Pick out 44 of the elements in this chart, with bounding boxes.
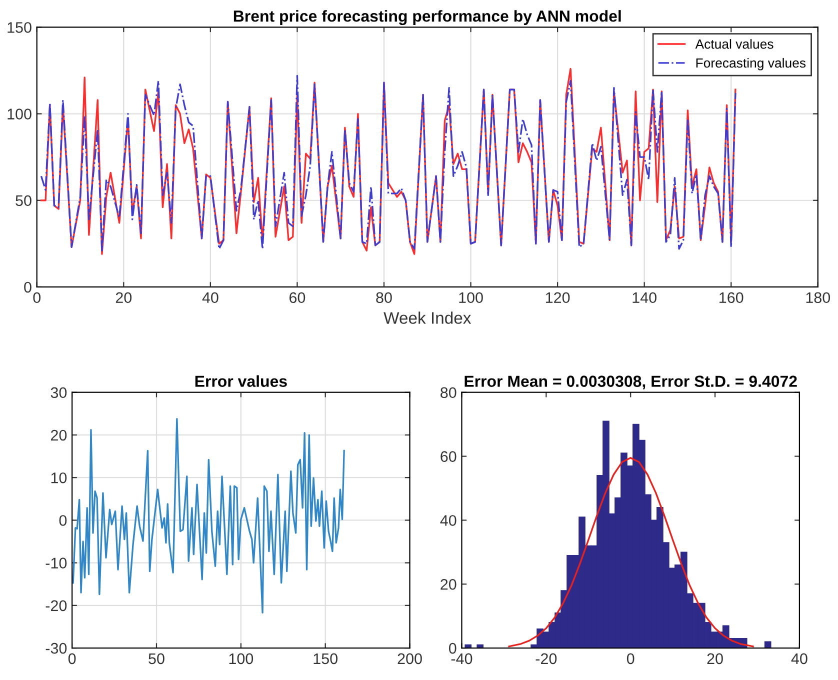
x-tick-label: 140 [632, 292, 656, 304]
y-tick-label: 50 [16, 195, 32, 206]
x-tick-label: 50 [148, 653, 164, 664]
x-tick-label: 100 [459, 292, 483, 304]
x-tick-label: 0 [33, 292, 41, 304]
chart-title: Brent price forecasting performance by ANN model [234, 10, 621, 26]
x-tick-label: 60 [289, 292, 306, 304]
legend-label: Forecasting values [696, 58, 806, 70]
x-tick-label: 20 [707, 653, 723, 664]
y-tick-label: 20 [440, 578, 456, 590]
y-tick-label: 80 [440, 387, 456, 398]
line-series [508, 457, 754, 648]
y-tick-label: 60 [440, 451, 456, 462]
x-tick-label: 120 [546, 292, 570, 304]
y-tick-label: 30 [50, 387, 67, 398]
y-tick-label: -30 [46, 642, 67, 654]
y-tick-label: 0 [24, 282, 32, 293]
x-tick-label: 0 [626, 653, 634, 664]
x-tick-label: 80 [376, 292, 392, 304]
y-tick-label: 0 [448, 642, 456, 654]
x-tick-label: 40 [791, 653, 808, 664]
x-tick-label: 20 [116, 292, 132, 304]
x-axis-title: Week Index [384, 312, 472, 324]
legend-label: Actual values [695, 39, 774, 49]
y-tick-label: 10 [51, 472, 67, 484]
y-tick-label: 150 [8, 22, 32, 33]
y-tick-label: 0 [59, 515, 67, 526]
x-tick-label: 40 [202, 292, 218, 304]
x-tick-label: 0 [68, 653, 76, 664]
y-tick-label: 40 [440, 515, 456, 526]
x-tick-label: -20 [536, 653, 557, 664]
x-tick-label: 160 [720, 292, 744, 304]
y-tick-label: 20 [50, 430, 67, 441]
y-tick-label: -20 [46, 600, 67, 612]
chart-title: Error Mean = 0.0030308, Error St.D. = 9.4072 [464, 376, 797, 390]
line-series [72, 418, 345, 614]
x-tick-label: 200 [398, 653, 422, 664]
x-tick-label: 100 [229, 653, 254, 664]
x-tick-label: 150 [314, 653, 338, 664]
y-tick-label: 100 [8, 108, 32, 120]
x-tick-label: -40 [451, 653, 472, 664]
y-tick-label: -10 [46, 558, 67, 568]
x-tick-label: 180 [806, 292, 830, 304]
chart-title: Error values [195, 375, 287, 387]
